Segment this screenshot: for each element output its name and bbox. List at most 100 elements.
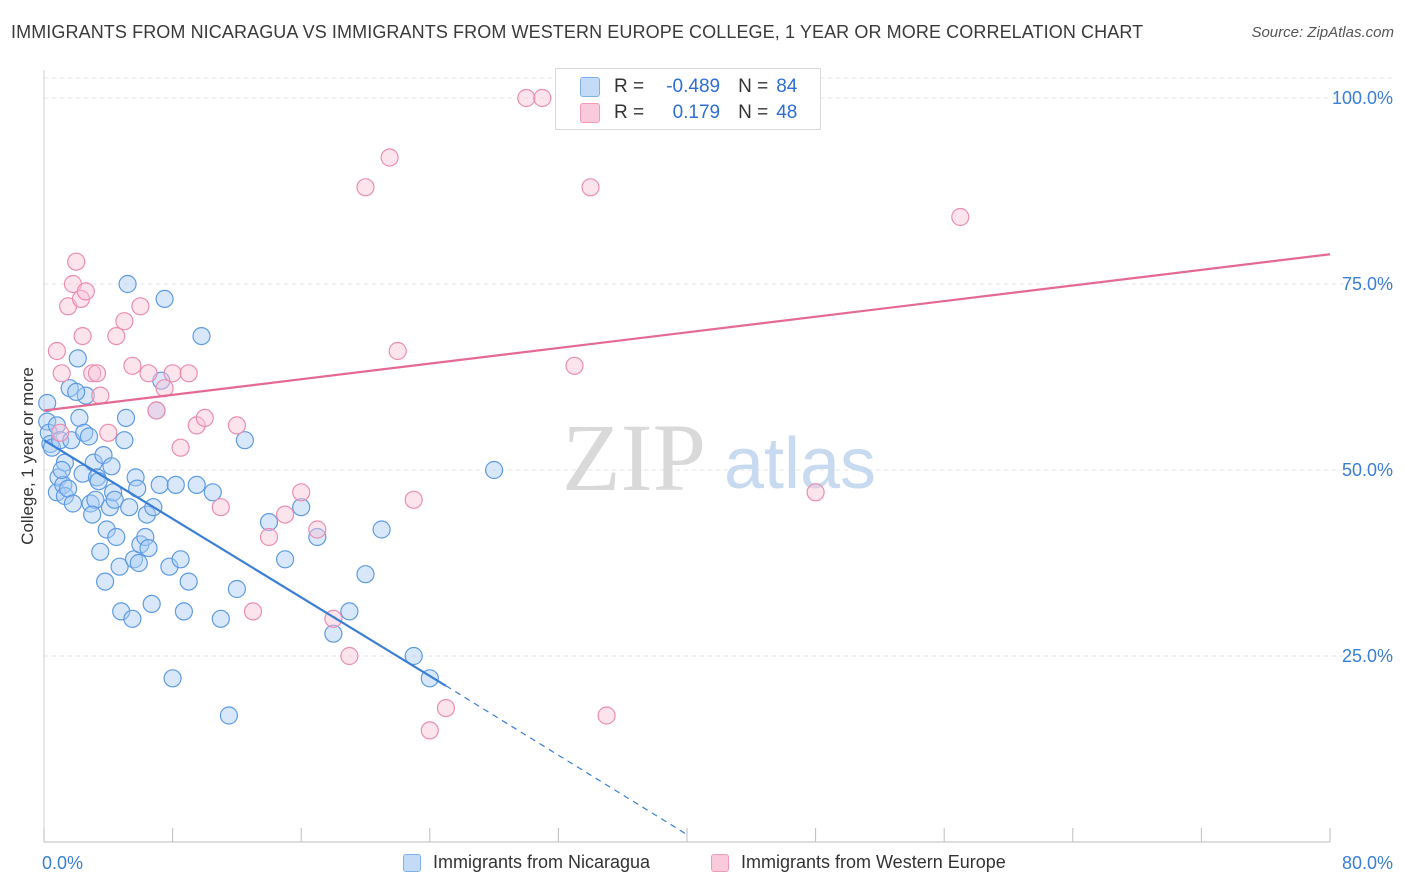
nicaragua-point xyxy=(63,494,83,513)
western-europe-point xyxy=(50,423,70,442)
nicaragua-point xyxy=(211,609,230,628)
nicaragua-point xyxy=(95,572,115,591)
stats-r-label: R = xyxy=(614,76,645,97)
y-tick-label: 100.0% xyxy=(1332,88,1393,108)
western-europe-point xyxy=(356,178,375,197)
western-europe-point xyxy=(115,312,134,331)
nicaragua-point xyxy=(227,579,246,599)
nicaragua-point xyxy=(120,498,139,517)
nicaragua-point xyxy=(139,538,158,558)
nicaragua-point xyxy=(123,609,142,628)
nicaragua-point xyxy=(308,527,327,547)
western-europe-point xyxy=(91,386,110,405)
nicaragua-point xyxy=(110,557,129,576)
western-europe-point xyxy=(565,356,584,375)
nicaragua-point xyxy=(485,460,504,480)
nicaragua-point xyxy=(137,505,156,524)
western-europe-point xyxy=(123,356,142,375)
y-tick-label: 50.0% xyxy=(1342,460,1393,480)
nicaragua-point xyxy=(102,457,121,476)
western-europe-point xyxy=(308,520,327,539)
nicaragua-point xyxy=(187,475,206,494)
series-western-europe-points xyxy=(47,88,970,740)
nicaragua-point xyxy=(356,565,375,584)
nicaragua-point xyxy=(171,550,190,569)
stats-n-value: 48 xyxy=(776,102,798,123)
legend-label: Immigrants from Nicaragua xyxy=(433,852,651,872)
source-credit: Source: ZipAtlas.com xyxy=(1251,24,1394,41)
legend-swatch-pink xyxy=(711,853,729,872)
western-europe-point xyxy=(195,408,214,427)
western-europe-point xyxy=(806,483,825,502)
nicaragua-point xyxy=(103,483,123,502)
legend-swatch-blue xyxy=(403,853,421,872)
nicaragua-point xyxy=(136,527,155,547)
nicaragua-point xyxy=(52,460,71,480)
nicaragua-point xyxy=(107,527,126,547)
western-europe-point xyxy=(107,327,126,346)
western-europe-point xyxy=(67,252,86,271)
western-europe-point xyxy=(163,364,182,383)
chart-title: IMMIGRANTS FROM NICARAGUA VS IMMIGRANTS … xyxy=(11,22,1144,42)
stats-n-value: 84 xyxy=(776,76,798,97)
nicaragua-point xyxy=(67,382,86,401)
western-europe-point xyxy=(259,527,279,547)
western-europe-point xyxy=(83,364,102,383)
nicaragua-point xyxy=(340,602,359,621)
western-europe-point xyxy=(171,438,190,457)
nicaragua-point xyxy=(276,550,295,569)
western-europe-point xyxy=(581,178,600,197)
western-europe-point xyxy=(131,297,150,316)
nicaragua-point xyxy=(86,490,105,509)
stats-row-nicaragua: R = -0.489 N = 84 xyxy=(580,74,797,100)
western-europe-point xyxy=(436,698,455,718)
tick-labels: 100.0% 75.0% 50.0% 25.0% 0.0% 80.0% xyxy=(42,88,1393,873)
legend: Immigrants from Nicaragua Immigrants fro… xyxy=(0,852,1406,876)
western-europe-point xyxy=(227,416,246,435)
western-europe-point xyxy=(73,327,92,346)
nicaragua-point xyxy=(105,490,124,509)
nicaragua-point xyxy=(68,349,87,368)
stats-n-label: N = xyxy=(738,76,769,97)
nicaragua-point xyxy=(73,464,92,483)
trendline-nicaragua-extension xyxy=(445,685,688,836)
nicaragua-point xyxy=(324,624,343,643)
nicaragua-point xyxy=(235,431,254,450)
stats-n-label: N = xyxy=(738,102,769,123)
western-europe-point xyxy=(276,505,295,524)
western-europe-point xyxy=(76,282,95,301)
western-europe-point xyxy=(404,490,423,509)
watermark-atlas: atlas xyxy=(724,424,876,504)
nicaragua-point xyxy=(118,274,137,294)
western-europe-point xyxy=(951,207,970,227)
western-europe-point xyxy=(52,364,71,383)
nicaragua-point xyxy=(404,646,423,666)
western-europe-point xyxy=(517,88,536,108)
nicaragua-point xyxy=(174,602,193,621)
western-europe-point xyxy=(99,423,118,442)
nicaragua-point xyxy=(76,386,95,405)
stats-r-label: R = xyxy=(614,102,645,123)
western-europe-point xyxy=(292,483,311,502)
trendline-western-europe xyxy=(43,253,1331,412)
western-europe-point xyxy=(243,602,263,621)
legend-item-western-europe[interactable]: Immigrants from Western Europe xyxy=(711,852,1006,873)
nicaragua-point xyxy=(166,475,185,494)
nicaragua-point xyxy=(150,475,169,494)
trendline-nicaragua xyxy=(43,439,447,687)
y-tick-label: 75.0% xyxy=(1342,274,1393,294)
nicaragua-point xyxy=(203,483,222,502)
nicaragua-point xyxy=(83,505,102,524)
watermark-zip: ZIP xyxy=(562,404,706,511)
stats-swatch-blue xyxy=(580,77,600,97)
nicaragua-point xyxy=(372,520,391,539)
stats-r-value: 0.179 xyxy=(672,102,721,123)
x-tick-label: 0.0% xyxy=(42,853,83,873)
western-europe-point xyxy=(179,364,198,383)
western-europe-point xyxy=(87,364,107,383)
stats-row-western-europe: R = 0.179 N = 48 xyxy=(580,100,797,126)
western-europe-point xyxy=(147,401,166,420)
legend-item-nicaragua[interactable]: Immigrants from Nicaragua xyxy=(403,852,650,873)
western-europe-point xyxy=(47,341,67,361)
western-europe-point xyxy=(533,88,552,108)
